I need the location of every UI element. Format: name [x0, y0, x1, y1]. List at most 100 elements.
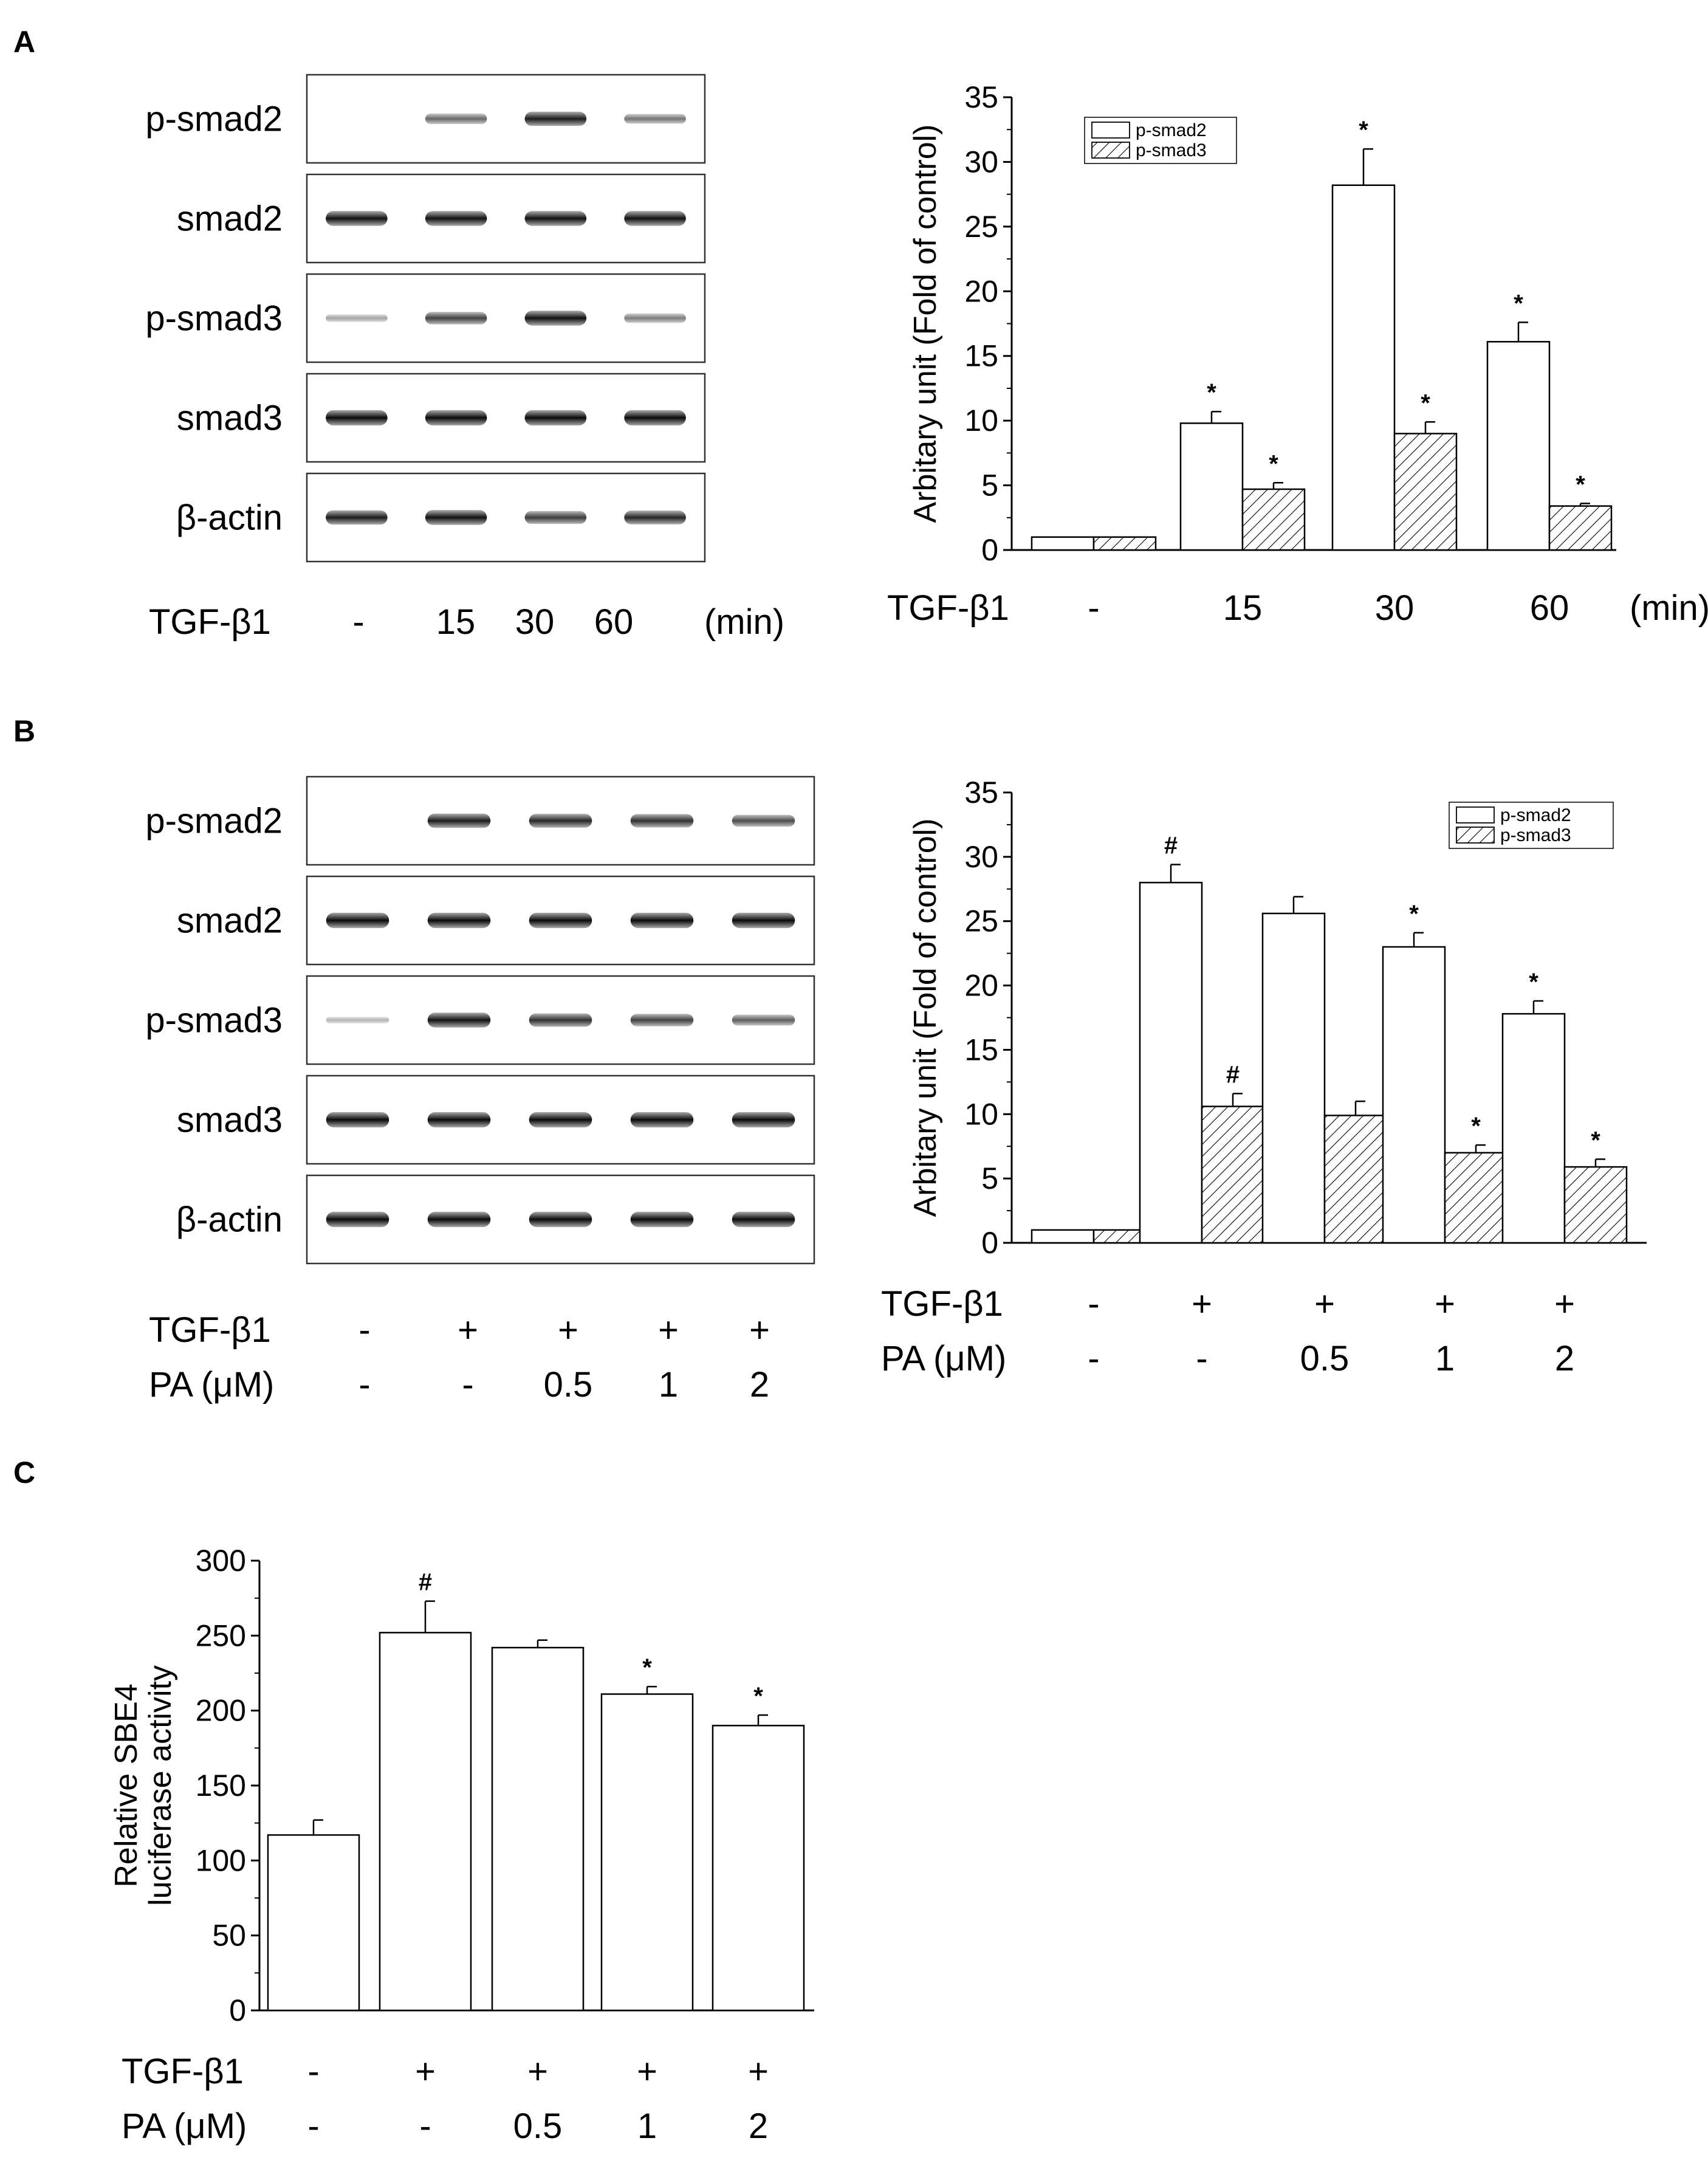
- bar-p-smad2-1: [1031, 1229, 1095, 1244]
- blot-label-p-smad3: p-smad3: [145, 1001, 283, 1040]
- bar-sbe4-luciferase-5: [712, 1725, 805, 2012]
- y-tick-label: 150: [196, 1769, 246, 1803]
- condition-label: TGF-β1: [122, 2052, 244, 2091]
- blot-band-smad3-lane-1: [326, 1112, 389, 1128]
- bar-p-smad2-3: [1331, 184, 1396, 551]
- y-tick-label: 0: [981, 533, 998, 567]
- y-tick-label: 15: [964, 1033, 998, 1067]
- y-tick-label: 25: [964, 904, 998, 938]
- significance-mark: *: [1514, 290, 1523, 317]
- condition-value: 0.5: [513, 2106, 563, 2146]
- condition-value: -: [307, 2106, 319, 2146]
- y-tick-label: 10: [964, 1097, 998, 1131]
- blot-band-smad2-lane-4: [630, 912, 694, 929]
- y-tick-label: 35: [964, 80, 998, 114]
- significance-mark: *: [1471, 1113, 1481, 1140]
- blot-band-p-smad2-lane-3: [529, 814, 592, 828]
- condition-value: +: [1435, 1284, 1455, 1324]
- legend-swatch-p-smad2: [1456, 806, 1495, 823]
- condition-value: +: [658, 1310, 679, 1350]
- legend-label-p-smad2: p-smad2: [1500, 805, 1571, 825]
- panel-letter-a: A: [13, 25, 35, 59]
- blot-label-p-smad2: p-smad2: [145, 802, 283, 841]
- bar-p-smad3-2: [1241, 488, 1306, 551]
- bar-p-smad2-2: [1139, 881, 1203, 1244]
- condition-value: -: [352, 602, 364, 642]
- blot-band-smad2-lane-1: [326, 912, 389, 929]
- legend-label-p-smad3: p-smad3: [1500, 825, 1571, 845]
- y-tick-label: 0: [229, 1993, 246, 2027]
- condition-label: PA (μM): [149, 1365, 274, 1404]
- condition-value: +: [458, 1310, 478, 1350]
- blot-band-smad2-lane-2: [427, 912, 491, 929]
- condition-value: 15: [436, 602, 476, 642]
- condition-value: +: [415, 2052, 436, 2091]
- y-axis-title-line: luciferase activity: [143, 1665, 178, 1906]
- y-tick-label: 5: [981, 1161, 998, 1195]
- blot-band-smad3-lane-4: [630, 1112, 694, 1128]
- blot-band-smad3-lane-2: [425, 410, 487, 426]
- blot-band-p-smad3-lane-1: [326, 314, 388, 322]
- condition-value: +: [749, 1310, 770, 1350]
- y-tick-label: 200: [196, 1694, 246, 1728]
- condition-value: 0.5: [1300, 1339, 1350, 1378]
- bar-p-smad2-4: [1382, 946, 1446, 1244]
- condition-value: -: [307, 2052, 319, 2091]
- condition-value: -: [1196, 1339, 1207, 1378]
- y-axis-title: Arbitary unit (Fold of control): [908, 818, 943, 1217]
- condition-label: PA (μM): [881, 1339, 1006, 1378]
- y-tick-label: 20: [964, 274, 998, 308]
- significance-mark: #: [1226, 1061, 1240, 1088]
- condition-value: +: [1192, 1284, 1212, 1324]
- legend-swatch-p-smad3: [1091, 142, 1130, 159]
- significance-mark: *: [642, 1654, 652, 1681]
- blot-label-smad2: smad2: [177, 199, 283, 239]
- y-tick-label: 15: [964, 339, 998, 373]
- y-tick-label: 20: [964, 969, 998, 1003]
- blot-band-p-smad3-lane-5: [732, 1014, 795, 1026]
- condition-label: TGF-β1: [881, 1284, 1003, 1324]
- blot-label-p-smad2: p-smad2: [145, 100, 283, 139]
- significance-mark: *: [1409, 901, 1419, 927]
- significance-mark: *: [1269, 450, 1278, 477]
- condition-value: -: [358, 1310, 370, 1350]
- condition-label: TGF-β1: [149, 602, 271, 642]
- significance-mark: *: [753, 1683, 763, 1710]
- condition-value: -: [1088, 1339, 1099, 1378]
- blot-band-smad3-lane-5: [732, 1112, 795, 1128]
- condition-value: 60: [1530, 588, 1569, 628]
- condition-value: +: [1314, 1284, 1335, 1324]
- y-tick-label: 25: [964, 210, 998, 244]
- significance-mark: *: [1207, 379, 1216, 406]
- y-tick-label: 30: [964, 840, 998, 874]
- blot-band-p-smad3-lane-3: [529, 1013, 592, 1027]
- bar-sbe4-luciferase-4: [600, 1693, 694, 2012]
- blot-band-actin-lane-3: [524, 511, 587, 524]
- bar-p-smad2-1: [1031, 536, 1095, 551]
- blot-band-p-smad3-lane-2: [425, 312, 487, 325]
- blot-band-p-smad2-lane-4: [624, 114, 686, 124]
- blot-label-actin: β-actin: [176, 498, 283, 538]
- western-blot-panel-b: p-smad2 smad2 p-smad3 smad3 β-actin TGF-β1 - + +…: [145, 775, 815, 1404]
- condition-value: 30: [515, 602, 555, 642]
- y-tick-label: 10: [964, 404, 998, 438]
- bar-p-smad2-3: [1261, 912, 1326, 1244]
- bar-chart-panel-b: 0 5 10 15 20 25 30 35 Arbitary unit (Fold of con…: [881, 775, 1647, 1378]
- bar-chart-panel-c: 0 50 100 150 200 250 300 Relative SBE4luciferas…: [109, 1544, 814, 2146]
- bar-p-smad3-4: [1548, 505, 1613, 551]
- bar-p-smad3-3: [1393, 433, 1458, 551]
- blot-band-p-smad3-lane-4: [630, 1014, 694, 1026]
- blot-band-p-smad2-lane-2: [425, 113, 487, 125]
- legend-swatch-p-smad2: [1091, 122, 1130, 139]
- y-tick-label: 50: [212, 1919, 246, 1953]
- legend-swatch-p-smad3: [1456, 827, 1495, 844]
- condition-value: -: [1088, 588, 1099, 628]
- condition-value: -: [419, 2106, 431, 2146]
- bar-p-smad3-4: [1444, 1152, 1508, 1244]
- blot-band-actin-lane-5: [732, 1211, 795, 1228]
- condition-value: +: [637, 2052, 657, 2091]
- condition-value: +: [527, 2052, 548, 2091]
- blot-band-p-smad3-lane-3: [524, 311, 587, 326]
- condition-value: -: [1088, 1284, 1099, 1324]
